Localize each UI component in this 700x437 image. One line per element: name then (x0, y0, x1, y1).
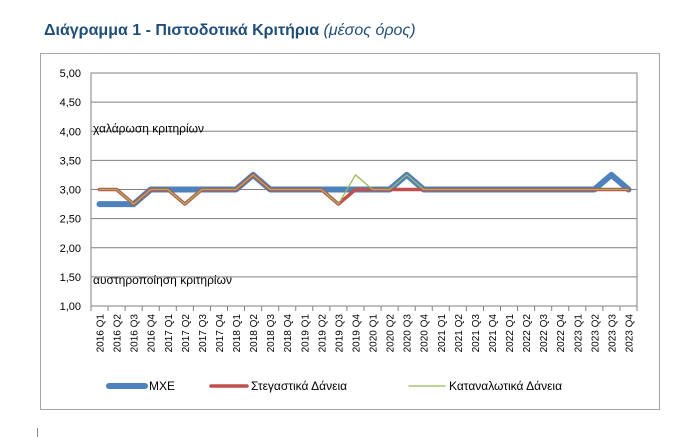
y-tick-label: 2,00 (60, 243, 81, 255)
x-tick-label: 2020 Q2 (386, 314, 397, 353)
text-cursor-mark (37, 428, 38, 437)
x-tick-label: 2022 Q3 (539, 314, 550, 353)
x-tick-label: 2020 Q3 (403, 314, 414, 353)
x-tick-label: 2019 Q4 (351, 314, 362, 353)
x-tick-label: 2022 Q2 (522, 314, 533, 353)
chart-svg: 1,00 1,50 2,00 2,50 3,00 3,50 4,00 4,50 5,00 2016… (60, 68, 638, 393)
y-tick-label: 3,50 (60, 155, 81, 167)
x-tick-label: 2018 Q4 (283, 314, 294, 353)
x-tick-label: 2020 Q1 (369, 314, 380, 353)
x-tick-label: 2016 Q2 (113, 314, 124, 353)
legend-label-2: Στεγαστικά Δάνεια (251, 379, 347, 393)
x-tick-label: 2023 Q3 (607, 314, 618, 353)
x-tick-label: 2021 Q2 (454, 314, 465, 353)
x-tick-label: 2020 Q4 (420, 314, 431, 353)
x-tick-label: 2017 Q4 (215, 314, 226, 353)
x-tick-label: 2023 Q1 (573, 314, 584, 353)
y-tick-label: 4,00 (60, 126, 81, 138)
x-tick-label: 2017 Q2 (181, 314, 192, 353)
legend-label-1: ΜΧΕ (149, 379, 175, 393)
x-tick-label: 2023 Q4 (624, 314, 635, 353)
y-tick-label: 1,50 (60, 272, 81, 284)
x-tick-label: 2016 Q1 (96, 314, 107, 353)
x-tick-label: 2019 Q3 (334, 314, 345, 353)
x-tick-label: 2017 Q3 (198, 314, 209, 353)
x-tick-label: 2018 Q1 (232, 314, 243, 353)
series-line-3 (98, 174, 630, 205)
x-tick-label: 2021 Q4 (488, 314, 499, 353)
x-tick-label: 2016 Q3 (130, 314, 141, 353)
y-tick-label: 3,00 (60, 185, 81, 197)
x-tick-label: 2017 Q1 (164, 314, 175, 353)
chart-title: Διάγραμμα 1 - Πιστοδοτικά Κριτήρια (μέσο… (44, 22, 416, 40)
x-tick-label: 2023 Q2 (590, 314, 601, 353)
y-tick-label: 2,50 (60, 214, 81, 226)
x-tick-label: 2021 Q1 (437, 314, 448, 353)
y-tick-label: 5,00 (60, 68, 81, 80)
x-tick-label: 2019 Q1 (300, 314, 311, 353)
x-tick-label: 2018 Q3 (266, 314, 277, 353)
annotation-label: χαλάρωση κριτηρίων (93, 121, 204, 135)
chart-title-sub: (μέσος όρος) (323, 22, 416, 39)
chart-title-main: Διάγραμμα 1 - Πιστοδοτικά Κριτήρια (44, 22, 320, 39)
chart-frame: 1,00 1,50 2,00 2,50 3,00 3,50 4,00 4,50 5,00 2016… (40, 53, 660, 410)
x-tick-label: 2022 Q4 (556, 314, 567, 353)
x-tick-label: 2018 Q2 (249, 314, 260, 353)
y-tick-label: 1,00 (60, 301, 81, 313)
y-tick-label: 4,50 (60, 97, 81, 109)
x-tick-label: 2016 Q4 (147, 314, 158, 353)
x-tick-label: 2021 Q3 (471, 314, 482, 353)
legend-label-3: Καταναλωτικά Δάνεια (449, 379, 562, 393)
x-tick-label: 2022 Q1 (505, 314, 516, 353)
annotation-label: αυστηροποίηση κριτηρίων (93, 273, 232, 287)
x-tick-label: 2019 Q2 (317, 314, 328, 353)
